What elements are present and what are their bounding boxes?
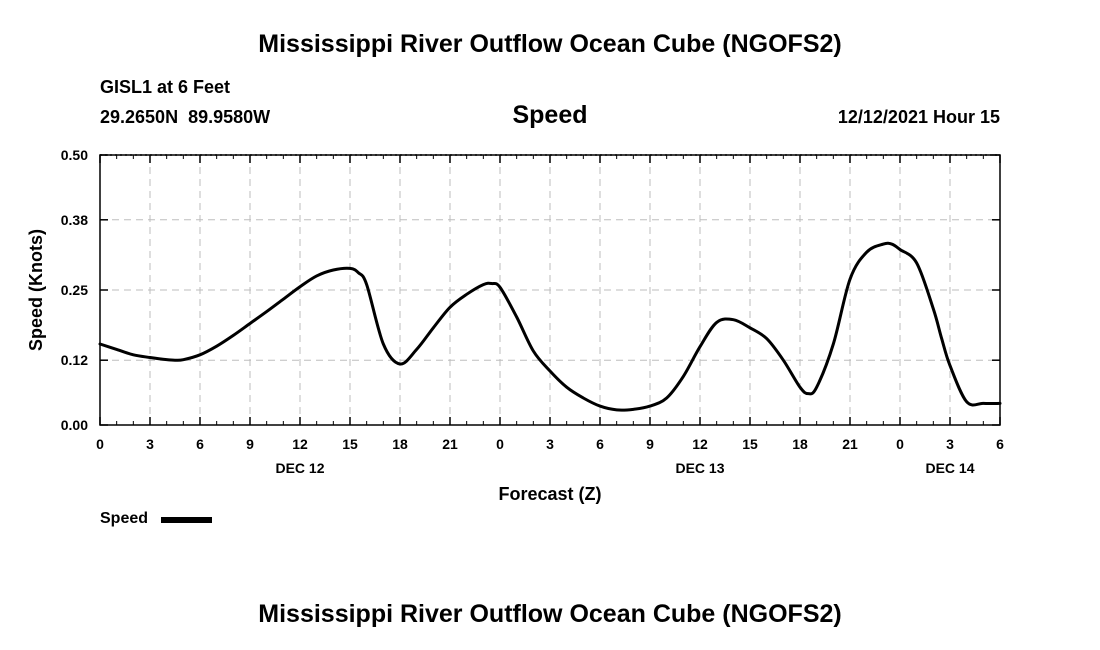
legend-label: Speed	[100, 510, 149, 527]
x-tick-label: 3	[946, 436, 954, 452]
x-tick-label: 6	[996, 436, 1004, 452]
y-tick-label: 0.50	[61, 147, 88, 163]
date-label: DEC 13	[675, 460, 724, 476]
y-tick-label: 0.38	[61, 212, 88, 228]
legend-swatch	[161, 517, 212, 523]
y-tick-label: 0.00	[61, 417, 88, 433]
x-axis-label: Forecast (Z)	[498, 484, 601, 504]
y-tick-label: 0.12	[61, 352, 88, 368]
station-coordinates: 29.2650N 89.9580W	[100, 107, 271, 127]
footer-title: Mississippi River Outflow Ocean Cube (NG…	[258, 600, 842, 628]
x-tick-label: 12	[292, 436, 308, 452]
series-layer	[98, 241, 1002, 412]
x-tick-label: 0	[96, 436, 104, 452]
forecast-datetime: 12/12/2021 Hour 15	[837, 107, 1000, 127]
date-label: DEC 14	[925, 460, 974, 476]
x-tick-label: 15	[342, 436, 358, 452]
tick-layer	[99, 154, 1001, 426]
x-tick-label: 0	[896, 436, 904, 452]
label-layer: 0 3 6 9 12 15 18 21 0 3 6 9 12 15 18 21 0 3 6 0.00 0.12 0.25 0…	[61, 147, 1004, 476]
x-tick-label: 6	[196, 436, 204, 452]
chart-title: Speed	[512, 101, 588, 129]
page-title: Mississippi River Outflow Ocean Cube (NG…	[258, 30, 842, 58]
x-tick-label: 21	[842, 436, 858, 452]
x-tick-label: 3	[146, 436, 154, 452]
x-tick-label: 6	[596, 436, 604, 452]
x-tick-label: 18	[792, 436, 808, 452]
x-tick-label: 21	[442, 436, 458, 452]
x-tick-label: 0	[496, 436, 504, 452]
grid-layer	[100, 154, 1000, 425]
station-label: GISL1 at 6 Feet	[100, 77, 231, 97]
y-tick-label: 0.25	[61, 282, 88, 298]
x-tick-label: 12	[692, 436, 708, 452]
x-tick-label: 3	[546, 436, 554, 452]
series-line-speed	[98, 241, 1002, 412]
date-label: DEC 12	[275, 460, 324, 476]
x-tick-label: 18	[392, 436, 408, 452]
y-axis-label: Speed (Knots)	[26, 229, 46, 351]
speed-chart: 0 3 6 9 12 15 18 21 0 3 6 9 12 15 18 21 0 3 6 0.00 0.12 0.25 0…	[26, 147, 1004, 504]
x-tick-label: 9	[246, 436, 254, 452]
x-tick-label: 9	[646, 436, 654, 452]
x-tick-label: 15	[742, 436, 758, 452]
